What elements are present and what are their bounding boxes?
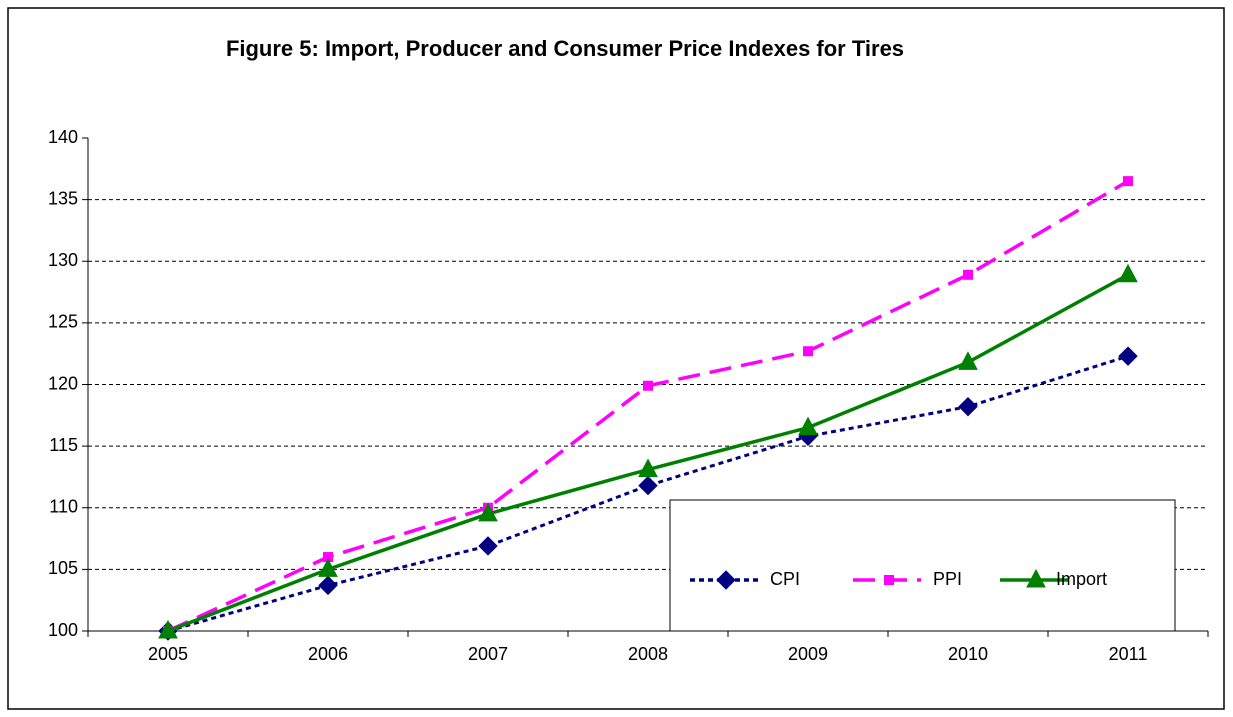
y-tick-label: 130 [48,250,78,270]
marker [158,619,178,639]
y-tick-label: 125 [48,312,78,332]
legend-label: CPI [770,569,800,589]
marker [798,416,818,436]
x-tick-label: 2008 [628,644,668,664]
chart-title: Figure 5: Import, Producer and Consumer … [226,36,904,61]
y-tick-label: 110 [49,497,78,517]
legend-label: PPI [933,569,962,589]
y-tick-label: 140 [48,127,78,147]
y-tick-label: 120 [48,373,78,393]
legend-marker [1026,568,1046,588]
marker [643,380,653,391]
marker [318,575,338,596]
legend-marker [884,575,894,585]
legend-marker [716,570,736,590]
marker [478,502,498,522]
marker [638,458,658,478]
y-tick-label: 100 [48,620,78,640]
marker [963,269,973,280]
y-tick-label: 105 [48,558,78,578]
x-tick-label: 2009 [788,644,828,664]
marker [638,475,658,496]
marker [1118,346,1138,366]
y-tick-label: 135 [48,188,78,208]
x-tick-label: 2006 [308,644,348,664]
x-tick-label: 2010 [948,644,988,664]
x-tick-label: 2007 [468,644,508,664]
legend-box [669,499,1176,632]
x-tick-label: 2011 [1109,644,1148,664]
y-tick-label: 115 [49,435,78,455]
marker [958,351,978,370]
marker [1123,176,1133,187]
x-tick-label: 2005 [148,644,188,664]
legend-label: Import [1056,569,1107,589]
marker [803,346,813,357]
marker [1118,263,1138,283]
marker [478,536,498,556]
marker [318,558,338,577]
marker [958,396,978,417]
